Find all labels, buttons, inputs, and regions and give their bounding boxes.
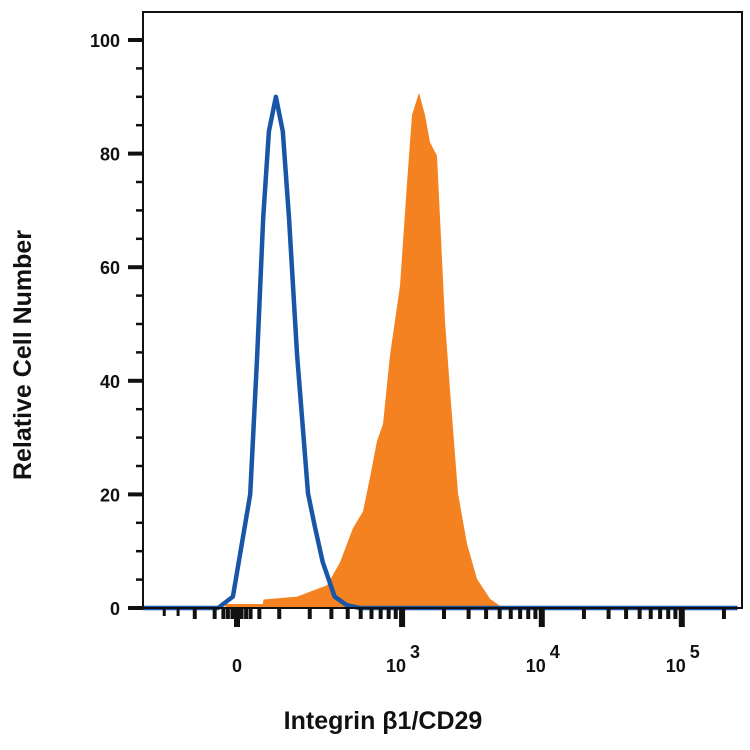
y-tick-label: 60 — [100, 258, 120, 278]
y-axis-title: Relative Cell Number — [9, 230, 37, 480]
x-tick-label: 10 — [526, 656, 546, 676]
x-tick-exponent: 5 — [690, 642, 700, 662]
series-layer — [143, 92, 738, 611]
y-tick-label: 0 — [110, 599, 120, 619]
x-tick-label: 10 — [386, 656, 406, 676]
x-tick-exponent: 4 — [550, 642, 560, 662]
y-tick-label: 80 — [100, 145, 120, 165]
histogram-line-1 — [143, 94, 738, 611]
x-tick-label: 10 — [666, 656, 686, 676]
y-axis: 0 20 40 60 80 100 — [90, 31, 143, 619]
y-tick-label: 20 — [100, 485, 120, 505]
histogram-area-0 — [225, 92, 503, 609]
y-tick-label: 40 — [100, 372, 120, 392]
x-axis-title: Integrin β1/CD29 — [284, 707, 483, 735]
y-tick-label: 100 — [90, 31, 120, 51]
x-tick-exponent: 3 — [410, 642, 420, 662]
x-tick-label: 0 — [232, 656, 242, 676]
